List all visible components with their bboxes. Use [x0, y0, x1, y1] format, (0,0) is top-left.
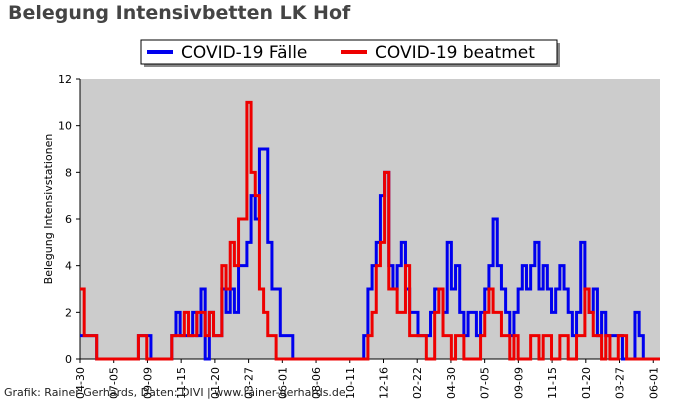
x-tick-label: 06-01: [276, 367, 289, 399]
y-tick-label: 2: [65, 306, 72, 319]
y-tick-label: 0: [65, 353, 72, 366]
y-axis-label: Belegung Intensivstationen: [42, 134, 55, 285]
x-tick-label: 04-30: [74, 367, 87, 399]
x-tick-label: 02-22: [411, 367, 424, 399]
x-tick-label: 11-15: [546, 367, 559, 399]
x-axis: 04-30 07-05 09-09 11-15 01-20 03-27 06-01 08-06…: [74, 358, 660, 399]
x-tick-label: 06-01: [647, 367, 660, 399]
x-tick-label: 07-05: [108, 367, 121, 399]
x-tick-label: 09-09: [141, 367, 154, 399]
y-tick-label: 10: [58, 120, 72, 133]
legend-label-faelle: COVID-19 Fälle: [181, 43, 307, 63]
y-tick-label: 12: [58, 73, 72, 86]
x-tick-label: 08-06: [310, 367, 323, 399]
legend-label-beatmet: COVID-19 beatmet: [375, 43, 535, 63]
y-tick-label: 4: [65, 260, 72, 273]
series-line-beatmet: [80, 100, 660, 361]
x-tick-label: 11-15: [175, 367, 188, 399]
footer-credit: Grafik: Rainer Gerhards, Daten: DIVI | w…: [4, 386, 346, 399]
x-tick-label: 03-27: [243, 367, 256, 399]
x-tick-label: 01-20: [209, 367, 222, 399]
y-tick-label: 6: [65, 213, 72, 226]
x-tick-label: 04-30: [445, 367, 458, 399]
x-tick-label: 07-05: [479, 367, 492, 399]
x-tick-label: 09-09: [512, 367, 525, 399]
series-line-faelle: [80, 147, 660, 361]
x-tick-label: 12-16: [377, 367, 390, 399]
x-tick-label: 10-11: [344, 367, 357, 399]
legend: COVID-19 Fälle COVID-19 beatmet: [140, 39, 560, 67]
x-tick-label: 03-27: [614, 367, 627, 399]
x-tick-label: 01-20: [580, 367, 593, 399]
series-layer: [80, 100, 660, 361]
page-title: Belegung Intensivbetten LK Hof: [8, 2, 351, 24]
y-tick-label: 8: [65, 166, 72, 179]
y-axis: 0 2 4 6 8 10 12: [58, 73, 81, 366]
